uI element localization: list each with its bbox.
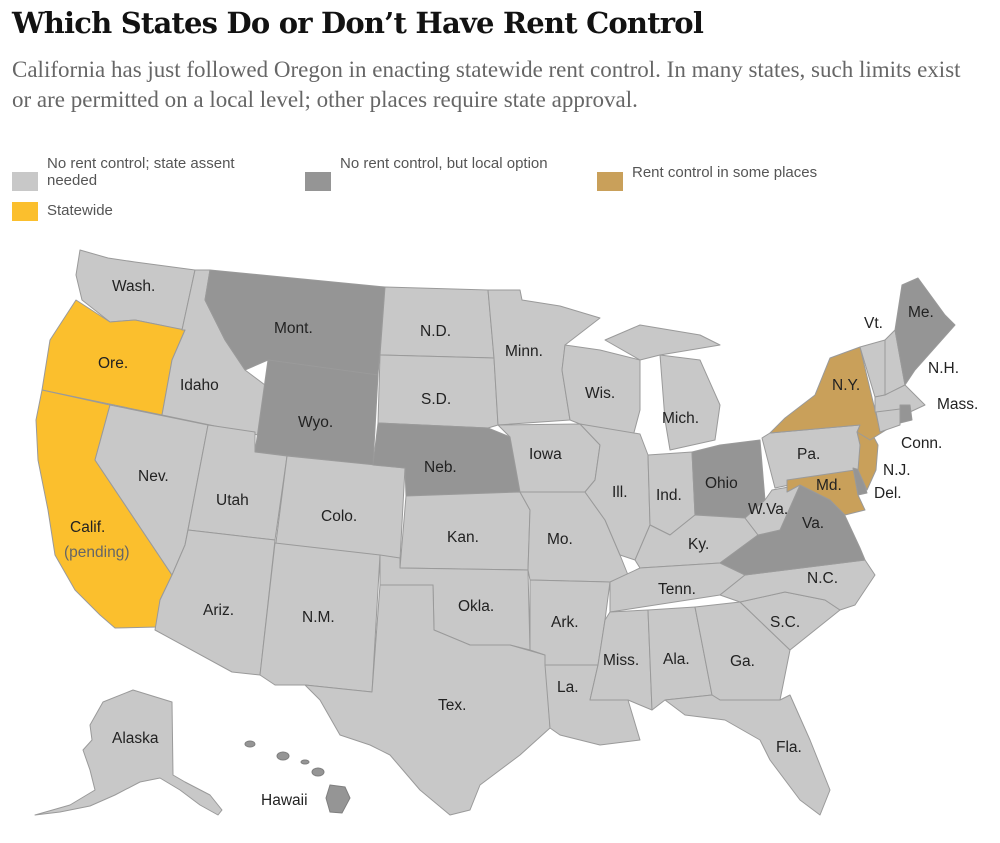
label-calif-pending: (pending) (64, 544, 130, 561)
label-mich: Mich. (662, 410, 699, 427)
legend-swatch-dark-gray (305, 172, 331, 191)
legend-swatch-light-gray (12, 172, 38, 191)
legend-item-some-places: Rent control in some places (597, 164, 817, 191)
label-fla: Fla. (776, 739, 802, 756)
legend-label: No rent control, but local option (340, 155, 548, 172)
label-iowa: Iowa (529, 446, 562, 463)
label-hawaii: Hawaii (261, 792, 308, 809)
label-ark: Ark. (551, 614, 579, 631)
label-tex: Tex. (438, 697, 466, 714)
state-michigan-up[interactable] (604, 324, 721, 361)
legend-item-statewide: Statewide (12, 202, 113, 221)
label-minn: Minn. (505, 343, 543, 360)
legend-label: Statewide (47, 202, 113, 219)
label-mont: Mont. (274, 320, 313, 337)
us-states-map: Wash. Ore. Calif. (pending) Idaho Nev. M… (34, 249, 978, 816)
state-labels: Wash. Ore. Calif. (pending) Idaho Nev. M… (64, 278, 978, 809)
headline: Which States Do or Don’t Have Rent Contr… (12, 6, 704, 40)
label-ill: Ill. (612, 484, 628, 501)
label-wis: Wis. (585, 385, 615, 402)
label-ny: N.Y. (832, 377, 860, 394)
label-ariz: Ariz. (203, 602, 234, 619)
label-calif: Calif. (70, 519, 105, 536)
label-utah: Utah (216, 492, 249, 509)
label-ore: Ore. (98, 355, 128, 372)
label-mass: Mass. (937, 396, 978, 413)
legend-swatch-tan (597, 172, 623, 191)
state-south-dakota[interactable] (377, 354, 499, 429)
legend-label: No rent control; state assent needed (47, 155, 235, 189)
label-neb: Neb. (424, 459, 457, 476)
label-miss: Miss. (603, 652, 639, 669)
label-nj: N.J. (883, 462, 911, 479)
state-hawaii[interactable] (244, 740, 351, 814)
label-la: La. (557, 679, 579, 696)
label-idaho: Idaho (180, 377, 219, 394)
dek: California has just followed Oregon in e… (12, 57, 961, 112)
state-florida[interactable] (664, 694, 831, 816)
label-ala: Ala. (663, 651, 690, 668)
state-connecticut[interactable] (875, 408, 901, 433)
legend-item-local-option: No rent control, but local option (305, 155, 570, 191)
label-pa: Pa. (797, 446, 820, 463)
legend-swatch-yellow (12, 202, 38, 221)
state-texas[interactable] (304, 584, 551, 816)
label-md: Md. (816, 477, 842, 494)
state-maine[interactable] (894, 277, 956, 386)
state-rhode-island[interactable] (899, 404, 913, 424)
label-sc: S.C. (770, 614, 800, 631)
label-nm: N.M. (302, 609, 335, 626)
label-ky: Ky. (688, 536, 709, 553)
state-illinois[interactable] (579, 423, 651, 561)
label-nev: Nev. (138, 468, 169, 485)
label-colo: Colo. (321, 508, 357, 525)
label-kan: Kan. (447, 529, 479, 546)
state-alaska[interactable] (34, 689, 223, 816)
label-sd: S.D. (421, 391, 451, 408)
label-vt: Vt. (864, 315, 883, 332)
label-okla: Okla. (458, 598, 494, 615)
state-michigan[interactable] (659, 354, 721, 451)
label-nd: N.D. (420, 323, 451, 340)
label-ohio: Ohio (705, 475, 738, 492)
legend-label: Rent control in some places (632, 164, 818, 181)
label-conn: Conn. (901, 435, 942, 452)
label-ind: Ind. (656, 487, 682, 504)
label-wva: W.Va. (748, 501, 788, 518)
label-nc: N.C. (807, 570, 838, 587)
label-wash: Wash. (112, 278, 155, 295)
label-del: Del. (874, 485, 902, 502)
state-wyoming[interactable] (254, 359, 379, 466)
label-alaska: Alaska (112, 730, 159, 747)
label-me: Me. (908, 304, 934, 321)
label-mo: Mo. (547, 531, 573, 548)
label-va: Va. (802, 515, 824, 532)
label-wyo: Wyo. (298, 414, 333, 431)
legend-item-state-assent: No rent control; state assent needed (12, 155, 277, 191)
states-layer (34, 249, 956, 816)
label-nh: N.H. (928, 360, 959, 377)
label-tenn: Tenn. (658, 581, 696, 598)
label-ga: Ga. (730, 653, 755, 670)
